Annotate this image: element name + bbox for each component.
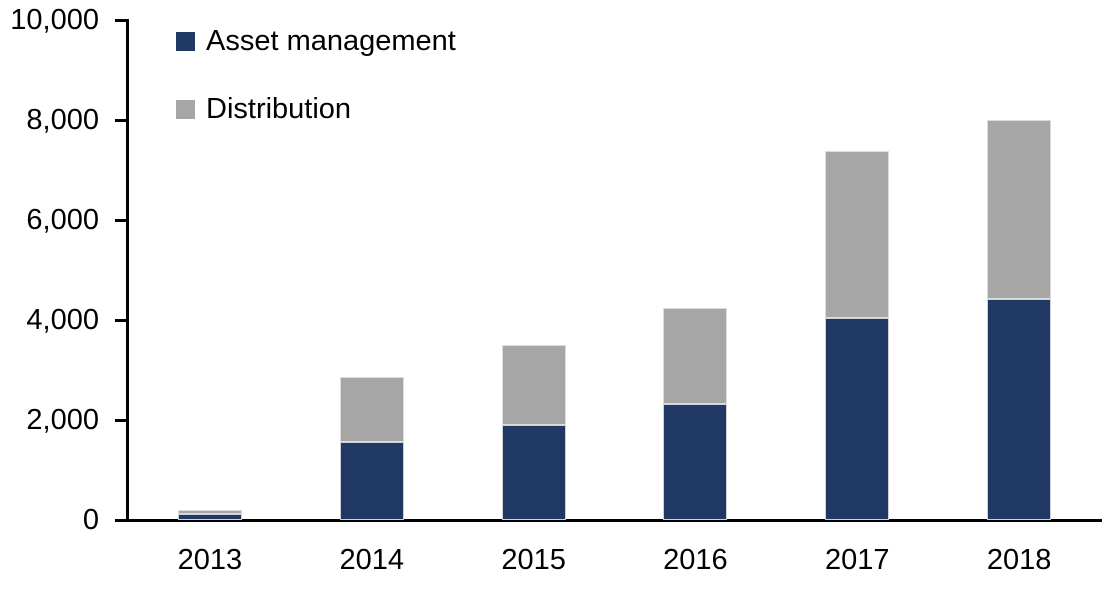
y-axis-label: 10,000 [10,4,99,36]
x-axis-label-2014: 2014 [339,544,404,576]
legend-item-distribution: Distribution [176,94,351,124]
legend-marker-asset-management-icon [176,31,195,51]
y-axis-tick [115,318,128,322]
legend-item-asset-management: Asset management [176,26,456,56]
y-axis-tick [115,418,128,422]
x-axis-label-2016: 2016 [663,544,728,576]
bar-2018-distribution [987,120,1052,299]
y-axis-label: 2,000 [26,404,99,436]
x-axis-label-2015: 2015 [501,544,566,576]
legend-label-asset-management: Asset management [206,25,456,57]
bar-2017-distribution [825,150,890,318]
x-axis-line [126,519,1102,522]
bar-2014-asset-management [339,442,404,520]
y-axis-label: 8,000 [26,104,99,136]
y-axis-line [126,19,129,522]
y-axis-label: 6,000 [26,204,99,236]
bar-2016-asset-management [663,404,728,520]
y-axis-tick [115,518,128,522]
y-axis-label: 4,000 [26,304,99,336]
bar-2015-distribution [501,345,566,425]
bar-2018-asset-management [987,299,1052,520]
legend-label-distribution: Distribution [206,93,352,125]
y-axis-tick [115,218,128,222]
x-axis-label-2017: 2017 [824,544,890,576]
x-axis-label-2018: 2018 [986,544,1052,576]
bar-2013-distribution [177,509,242,514]
x-axis-label-2013: 2013 [177,544,243,576]
legend-marker-distribution-icon [176,99,195,119]
bar-2013-asset-management [177,513,242,520]
y-axis-label: 0 [82,504,99,536]
y-axis-tick [115,118,128,122]
y-axis-tick [115,18,128,22]
bar-2014-distribution [339,376,404,442]
bar-2015-asset-management [501,425,566,520]
bar-2016-distribution [663,307,728,404]
bar-2017-asset-management [825,318,890,520]
